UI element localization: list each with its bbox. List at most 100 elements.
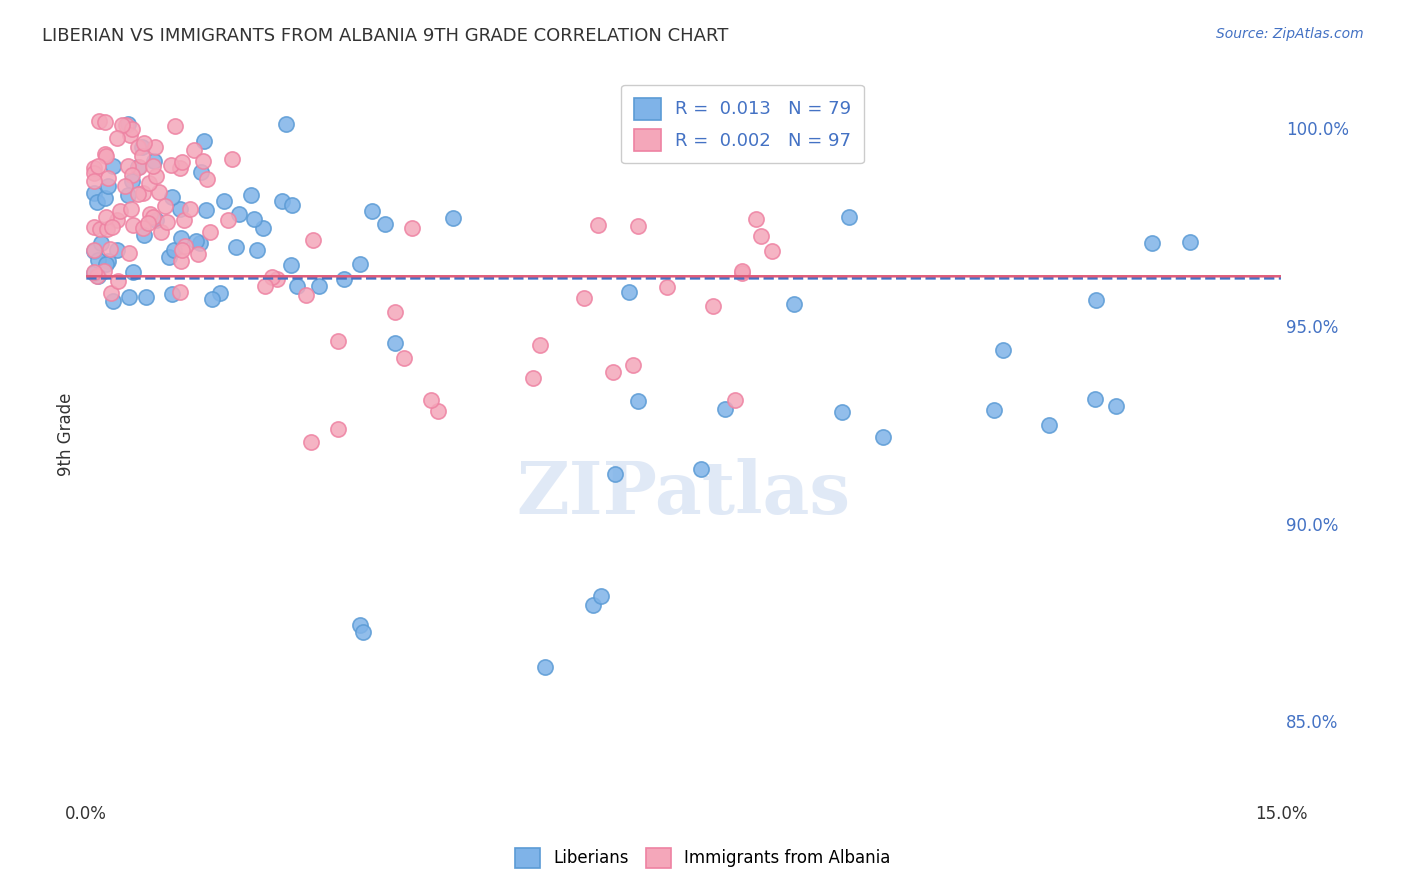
Immigrants from Albania bbox=[89, 222, 111, 236]
Immigrants from Albania bbox=[655, 280, 678, 294]
Immigrants from Albania bbox=[326, 334, 349, 348]
Immigrants from Albania bbox=[83, 174, 105, 188]
Liberians bbox=[134, 227, 156, 242]
Immigrants from Albania bbox=[419, 392, 441, 407]
Immigrants from Albania bbox=[127, 140, 149, 154]
Immigrants from Albania bbox=[114, 118, 136, 132]
Immigrants from Albania bbox=[121, 169, 143, 183]
Liberians bbox=[163, 244, 186, 258]
Liberians bbox=[1085, 293, 1108, 308]
Liberians bbox=[831, 405, 853, 419]
Liberians bbox=[122, 265, 145, 279]
Liberians bbox=[160, 287, 183, 301]
Immigrants from Albania bbox=[302, 233, 325, 247]
Liberians bbox=[188, 235, 211, 250]
Liberians bbox=[169, 202, 191, 217]
Immigrants from Albania bbox=[105, 212, 128, 227]
Immigrants from Albania bbox=[98, 242, 121, 256]
Immigrants from Albania bbox=[426, 404, 449, 418]
Immigrants from Albania bbox=[266, 272, 288, 286]
Liberians bbox=[603, 467, 626, 481]
Immigrants from Albania bbox=[626, 219, 648, 234]
Liberians bbox=[143, 153, 166, 168]
Immigrants from Albania bbox=[529, 338, 551, 352]
Immigrants from Albania bbox=[114, 179, 136, 194]
Immigrants from Albania bbox=[108, 204, 131, 219]
Liberians bbox=[184, 234, 207, 248]
Immigrants from Albania bbox=[100, 285, 122, 300]
Liberians bbox=[714, 402, 737, 417]
Liberians bbox=[86, 195, 108, 210]
Immigrants from Albania bbox=[139, 207, 162, 221]
Immigrants from Albania bbox=[153, 199, 176, 213]
Liberians bbox=[101, 294, 124, 309]
Immigrants from Albania bbox=[172, 154, 194, 169]
Immigrants from Albania bbox=[602, 365, 624, 379]
Liberians bbox=[782, 297, 804, 311]
Legend: Liberians, Immigrants from Albania: Liberians, Immigrants from Albania bbox=[509, 841, 897, 875]
Immigrants from Albania bbox=[107, 274, 129, 288]
Liberians bbox=[240, 187, 263, 202]
Immigrants from Albania bbox=[169, 161, 191, 175]
Immigrants from Albania bbox=[142, 159, 165, 173]
Immigrants from Albania bbox=[170, 254, 193, 268]
Immigrants from Albania bbox=[128, 160, 150, 174]
Liberians bbox=[374, 217, 396, 231]
Immigrants from Albania bbox=[744, 211, 766, 226]
Liberians bbox=[83, 266, 105, 280]
Immigrants from Albania bbox=[586, 219, 609, 233]
Immigrants from Albania bbox=[127, 186, 149, 201]
Liberians bbox=[384, 336, 406, 351]
Liberians bbox=[105, 243, 128, 257]
Liberians bbox=[246, 243, 269, 257]
Liberians bbox=[281, 198, 304, 212]
Immigrants from Albania bbox=[105, 131, 128, 145]
Liberians bbox=[117, 187, 139, 202]
Immigrants from Albania bbox=[195, 171, 218, 186]
Liberians bbox=[276, 117, 298, 131]
Immigrants from Albania bbox=[254, 278, 277, 293]
Liberians bbox=[872, 430, 894, 444]
Liberians bbox=[225, 240, 247, 254]
Liberians bbox=[280, 258, 302, 272]
Liberians bbox=[838, 211, 860, 225]
Liberians bbox=[145, 212, 167, 227]
Liberians bbox=[534, 660, 557, 674]
Liberians bbox=[118, 289, 141, 303]
Liberians bbox=[127, 161, 149, 175]
Immigrants from Albania bbox=[120, 128, 142, 142]
Liberians bbox=[214, 194, 236, 208]
Immigrants from Albania bbox=[217, 213, 239, 227]
Immigrants from Albania bbox=[326, 422, 349, 436]
Immigrants from Albania bbox=[94, 146, 117, 161]
Y-axis label: 9th Grade: 9th Grade bbox=[58, 392, 75, 476]
Immigrants from Albania bbox=[173, 213, 195, 227]
Immigrants from Albania bbox=[142, 210, 165, 224]
Immigrants from Albania bbox=[187, 247, 209, 261]
Immigrants from Albania bbox=[86, 159, 108, 173]
Liberians bbox=[1180, 235, 1202, 249]
Immigrants from Albania bbox=[97, 170, 120, 185]
Immigrants from Albania bbox=[121, 122, 143, 136]
Immigrants from Albania bbox=[183, 144, 205, 158]
Immigrants from Albania bbox=[117, 159, 139, 173]
Immigrants from Albania bbox=[121, 219, 143, 233]
Liberians bbox=[285, 278, 308, 293]
Liberians bbox=[90, 236, 112, 251]
Immigrants from Albania bbox=[522, 370, 544, 384]
Immigrants from Albania bbox=[401, 221, 423, 235]
Liberians bbox=[228, 207, 250, 221]
Liberians bbox=[190, 165, 212, 179]
Immigrants from Albania bbox=[120, 202, 142, 216]
Liberians bbox=[582, 598, 605, 612]
Liberians bbox=[131, 140, 153, 154]
Immigrants from Albania bbox=[724, 393, 747, 408]
Liberians bbox=[308, 279, 330, 293]
Liberians bbox=[193, 134, 215, 148]
Immigrants from Albania bbox=[221, 153, 243, 167]
Liberians bbox=[1083, 392, 1105, 406]
Immigrants from Albania bbox=[132, 186, 155, 200]
Immigrants from Albania bbox=[132, 220, 155, 235]
Immigrants from Albania bbox=[749, 228, 772, 243]
Immigrants from Albania bbox=[731, 267, 754, 281]
